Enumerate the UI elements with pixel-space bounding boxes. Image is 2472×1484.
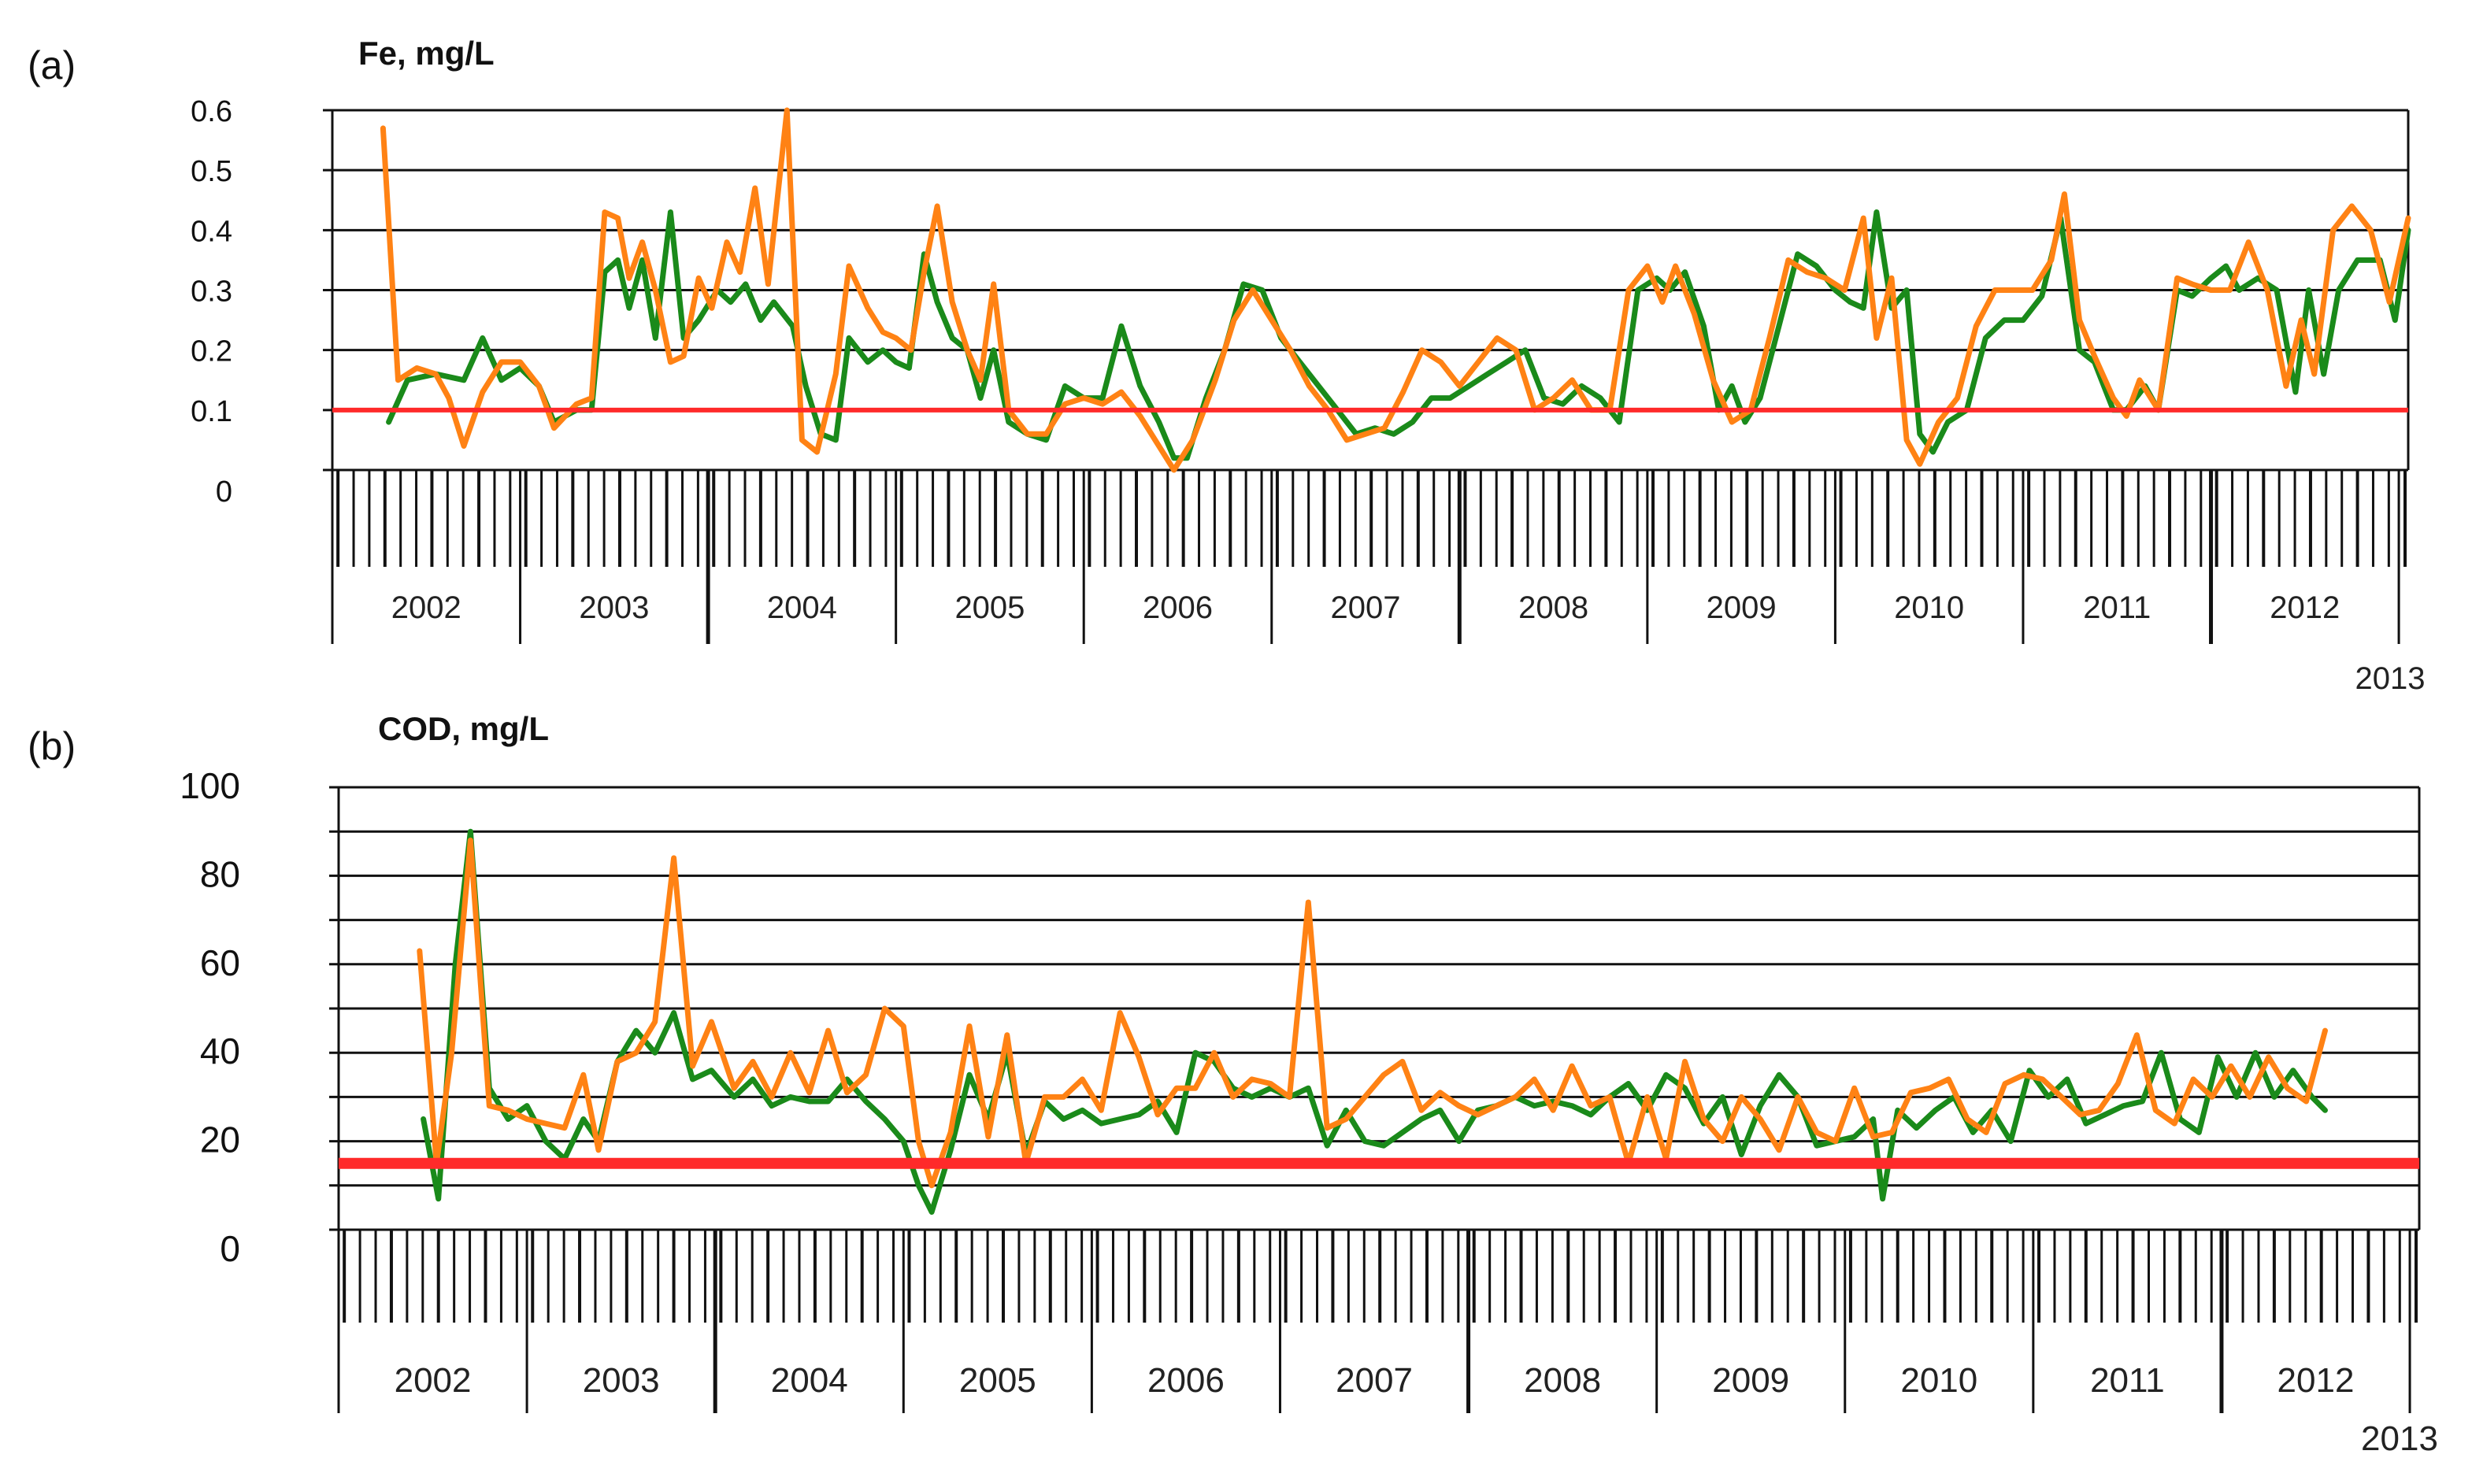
year-label: 2003 <box>579 590 649 625</box>
year-label: 2003 <box>583 1361 660 1400</box>
panel-b-x-axis: 2002 2003 2004 2005 2006 2007 2008 2009 2010 2011… <box>337 1230 2418 1413</box>
panel-a-title: Fe, mg/L <box>358 35 495 72</box>
year-label: 2006 <box>1147 1361 1225 1400</box>
year-label: 2009 <box>1707 590 1777 625</box>
panel-a-y-tick-labels: 0 0.1 0.2 0.3 0.4 0.5 0.6 <box>191 95 232 509</box>
y-tick-label: 0.1 <box>191 395 232 428</box>
year-label: 2009 <box>1712 1361 1789 1400</box>
y-tick-label: 100 <box>180 765 240 806</box>
year-label: 2010 <box>1894 590 1964 625</box>
y-tick-label: 0 <box>216 476 232 509</box>
year-label: 2011 <box>2090 1361 2165 1400</box>
panel-b-y-tick-labels: 0 20 40 60 80 100 <box>180 765 240 1269</box>
panel-b-series <box>417 828 2328 1215</box>
year-label: 2005 <box>954 590 1025 625</box>
year-label: 2008 <box>1524 1361 1601 1400</box>
panel-a-x-axis: 2002 2003 2004 2005 2006 2007 2008 2009 2010 2011… <box>331 470 2407 644</box>
year-label: 2012 <box>2270 590 2340 625</box>
panel-a-label: (a) <box>28 43 76 87</box>
panel-a-fe-chart: (a) Fe, mg/L 00.10.20.30.40.50.6 2002 200… <box>28 35 2425 696</box>
y-tick-label: 0.4 <box>191 215 232 248</box>
series-line-1 <box>421 828 2328 1215</box>
series-line-2 <box>417 837 2328 1189</box>
year-label: 2012 <box>2277 1361 2355 1400</box>
series-line-1 <box>386 209 2411 461</box>
y-tick-label: 80 <box>200 853 240 894</box>
y-tick-label: 0 <box>220 1228 240 1269</box>
y-tick-label: 0.5 <box>191 155 232 188</box>
year-label: 2006 <box>1143 590 1213 625</box>
year-label: 2004 <box>771 1361 848 1400</box>
y-tick-label: 0.6 <box>191 95 232 128</box>
y-tick-label: 40 <box>200 1031 240 1071</box>
year-label: 2008 <box>1518 590 1588 625</box>
year-label: 2004 <box>767 590 837 625</box>
panel-a-final-year: 2013 <box>2355 661 2426 696</box>
year-label: 2005 <box>959 1361 1036 1400</box>
year-label: 2007 <box>1331 590 1401 625</box>
year-label: 2002 <box>391 590 461 625</box>
y-tick-label: 0.3 <box>191 276 232 309</box>
y-tick-label: 60 <box>200 942 240 983</box>
panel-a-series <box>380 107 2411 473</box>
year-label: 2002 <box>395 1361 472 1400</box>
panel-b-final-year: 2013 <box>2361 1419 2438 1458</box>
panel-b-title: COD, mg/L <box>378 710 549 747</box>
y-tick-label: 0.2 <box>191 335 232 368</box>
year-label: 2007 <box>1336 1361 1413 1400</box>
y-tick-label: 20 <box>200 1119 240 1160</box>
series-line-2 <box>380 107 2411 473</box>
year-label: 2011 <box>2083 590 2151 625</box>
panel-b-label: (b) <box>28 724 76 768</box>
year-label: 2010 <box>1900 1361 1977 1400</box>
